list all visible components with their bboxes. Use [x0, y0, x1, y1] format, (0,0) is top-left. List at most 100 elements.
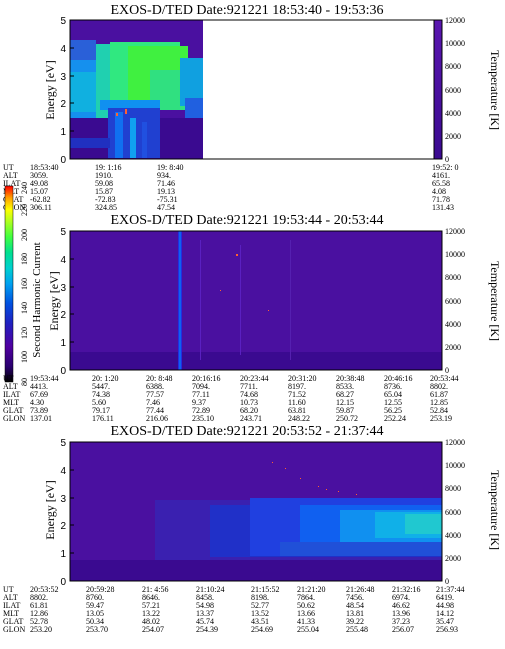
table-cell: 20:53:44 — [430, 374, 458, 383]
table-cell: 5.60 — [92, 398, 106, 407]
table-cell: 20:31:20 — [288, 374, 316, 383]
table-cell: 131.43 — [432, 203, 454, 212]
table-cell: 18:53:40 — [30, 163, 58, 172]
table-cell: 4.08 — [432, 187, 446, 196]
table-cell: 77.44 — [146, 406, 164, 415]
table-cell: 4413. — [30, 382, 48, 391]
table-cell: 8646. — [142, 593, 160, 602]
table-cell: 37.23 — [392, 617, 410, 626]
table-cell: 45.74 — [196, 617, 214, 626]
table-cell: 54.98 — [196, 601, 214, 610]
colorbar-tick: 180 — [20, 253, 29, 265]
table-cell: 21:37:44 — [436, 585, 464, 594]
tick-label: 10000 — [445, 250, 465, 259]
table-cell: 19:52: 0 — [432, 163, 458, 172]
table-cell: 71.78 — [432, 195, 450, 204]
row-label: GLON — [3, 414, 25, 423]
table-cell: 52.78 — [30, 617, 48, 626]
row-label: GLON — [3, 203, 25, 212]
colorbar-tick: 160 — [20, 278, 29, 290]
tick-label: 10000 — [445, 461, 465, 470]
table-cell: 306.11 — [30, 203, 52, 212]
tick-label: 2000 — [445, 343, 461, 352]
colorbar-tick: 80 — [20, 378, 29, 386]
table-cell: 250.72 — [336, 414, 358, 423]
table-cell: 254.07 — [142, 625, 164, 634]
table-cell: 8802. — [430, 382, 448, 391]
table-cell: 21:10:24 — [196, 585, 224, 594]
table-cell: 8198. — [251, 593, 269, 602]
tick-label: 2 — [60, 99, 66, 110]
row-label: ILAT — [3, 390, 20, 399]
table-cell: 19.13 — [157, 187, 175, 196]
table-cell: 13.05 — [86, 609, 104, 618]
table-cell: 47.54 — [157, 203, 175, 212]
row-label: UT — [3, 163, 14, 172]
tick-label: 6000 — [445, 297, 461, 306]
panel-2-orbit-table: UT ALT ILAT MLT GLAT GLON 19:53:44 4413.… — [3, 374, 458, 423]
table-cell: 39.22 — [346, 617, 364, 626]
table-cell: 41.33 — [297, 617, 315, 626]
table-cell: 73.89 — [30, 406, 48, 415]
table-cell: 5447. — [92, 382, 110, 391]
table-cell: 77.57 — [146, 390, 164, 399]
table-cell: 21:15:52 — [251, 585, 279, 594]
colorbar-tick: 140 — [20, 302, 29, 314]
table-cell: 59.08 — [95, 179, 113, 188]
table-cell: 49.08 — [30, 179, 48, 188]
tick-label: 4 — [60, 44, 66, 55]
row-label: UT — [3, 374, 14, 383]
panel-3-yticks: 0 1 2 3 4 5 — [60, 438, 74, 588]
table-cell: 137.01 — [30, 414, 52, 423]
panel-3-y2label: Temperature [K] — [488, 470, 502, 550]
table-cell: 68.20 — [240, 406, 258, 415]
panel-1-title: EXOS-D/TED Date:921221 18:53:40 - 19:53:… — [111, 3, 384, 18]
table-cell: 63.81 — [288, 406, 306, 415]
table-cell: 77.11 — [192, 390, 210, 399]
table-cell: 21:32:16 — [392, 585, 420, 594]
tick-label: 0 — [60, 366, 66, 377]
tick-label: 0 — [445, 155, 449, 164]
table-cell: 21:21:20 — [297, 585, 325, 594]
table-cell: 256.93 — [436, 625, 458, 634]
table-cell: 12.15 — [336, 398, 354, 407]
table-cell: 254.39 — [196, 625, 218, 634]
table-cell: 7711. — [240, 382, 258, 391]
tick-label: 6000 — [445, 86, 461, 95]
table-cell: 74.68 — [240, 390, 258, 399]
table-cell: 21:26:48 — [346, 585, 374, 594]
table-cell: 15.07 — [30, 187, 48, 196]
table-cell: 7456. — [346, 593, 364, 602]
tick-label: 8000 — [445, 484, 461, 493]
panel-2-plot-bg — [70, 231, 442, 370]
tick-label: 4 — [60, 466, 66, 477]
panel-3-ylabel: Energy [eV] — [43, 480, 57, 539]
tick-label: 0 — [60, 155, 66, 166]
tick-label: 12000 — [445, 16, 465, 25]
table-cell: 11.60 — [288, 398, 306, 407]
table-cell: 52.77 — [251, 601, 269, 610]
colorbar-tick: 220 — [20, 204, 29, 216]
table-cell: 13.66 — [297, 609, 315, 618]
colorbar-label: Second Harmonic Current — [31, 242, 43, 357]
tick-label: 5 — [60, 16, 66, 27]
table-cell: 50.34 — [86, 617, 104, 626]
row-label: ALT — [3, 593, 18, 602]
colorbar-tick: 100 — [20, 351, 29, 363]
panel-1-plot-frame — [69, 19, 443, 160]
table-cell: 61.81 — [30, 601, 48, 610]
panel-1: EXOS-D/TED Date:921221 18:53:40 - 19:53:… — [3, 3, 502, 212]
panel-3-orbit-table: UT ALT ILAT MLT GLAT GLON 20:53:52 8802.… — [3, 585, 464, 634]
table-cell: 8533. — [336, 382, 354, 391]
table-cell: 20: 1:20 — [92, 374, 118, 383]
table-cell: 13.37 — [196, 609, 214, 618]
table-cell: 20:46:16 — [384, 374, 412, 383]
panel-2-y2ticks: 0 2000 4000 6000 8000 10000 12000 — [445, 227, 465, 375]
table-cell: 934. — [157, 171, 171, 180]
table-cell: 252.24 — [384, 414, 406, 423]
panel-1-yticks: 0 1 2 3 4 5 — [60, 16, 74, 166]
panel-2-plot-frame — [69, 230, 443, 371]
tick-label: 5 — [60, 438, 66, 449]
panel-2-yticks: 0 1 2 3 4 5 — [60, 227, 74, 377]
